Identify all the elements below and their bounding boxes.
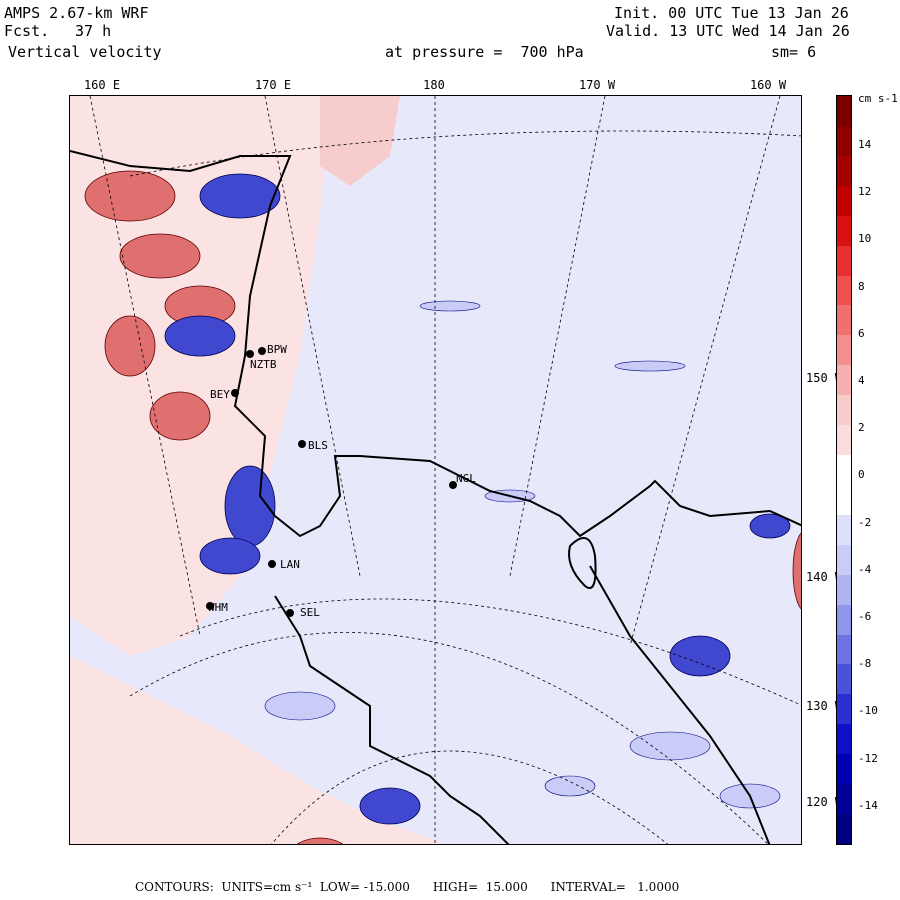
colorbar-segment (837, 754, 851, 785)
station-sel: SEL (300, 606, 320, 619)
contour-info: CONTOURS: UNITS=cm s⁻¹ LOW= -15.000 HIGH… (135, 880, 680, 894)
colorbar-segment (837, 245, 851, 276)
colorbar-segment (837, 784, 851, 815)
colorbar-segment (837, 215, 851, 247)
colorbar-segment (837, 185, 851, 217)
mountain-updraft-cells (84, 170, 801, 844)
colorbar-tick-label: -4 (858, 562, 872, 576)
graticule (89, 96, 801, 844)
colorbar-segment (837, 365, 851, 396)
station-labels: BPW NZTB BEY BLS NGL LAN WHM SEL (208, 343, 476, 619)
pink-region-south (70, 656, 445, 844)
station-lan: LAN (280, 558, 300, 571)
field-name: Vertical velocity (8, 43, 162, 61)
mountain-downdraft-cells (164, 173, 791, 825)
colorbar-segment (837, 395, 851, 426)
pink-region-top (320, 96, 400, 186)
colorbar-segment (837, 305, 851, 336)
station-ngl: NGL (456, 472, 476, 485)
colorbar-segment (837, 455, 851, 486)
colorbar-segment (837, 574, 851, 606)
colorbar (836, 95, 852, 845)
colorbar-segment (837, 634, 851, 665)
station-bey: BEY (210, 388, 230, 401)
pressure-level: at pressure = 700 hPa (385, 43, 584, 61)
colorbar-unit: cm s-1 (858, 92, 898, 105)
colorbar-segment (837, 604, 851, 636)
colorbar-segment (837, 425, 851, 456)
colorbar-tick-label: -8 (858, 657, 872, 671)
weak-downdraft-patches (264, 300, 781, 809)
colorbar-segment (837, 155, 851, 187)
colorbar-segment (837, 484, 851, 516)
colorbar-tick-label: -2 (858, 515, 872, 529)
roosevelt-island (568, 537, 597, 589)
ross-ice-front (274, 595, 510, 844)
pink-region-west (70, 96, 330, 656)
colorbar-segment (837, 814, 851, 845)
colorbar-tick-label: 2 (858, 421, 865, 435)
colorbar-segment (837, 544, 851, 576)
station-bls: BLS (308, 439, 328, 452)
station-whm: WHM (208, 601, 228, 614)
colorbar-tick-label: 14 (858, 138, 872, 151)
stations (206, 347, 457, 617)
smoothing: sm= 6 (771, 43, 817, 61)
station-nztb: NZTB (250, 358, 277, 371)
lon-label-170e: 170 E (254, 78, 292, 92)
colorbar-tick-label: -6 (858, 610, 872, 623)
colorbar-segment (837, 335, 851, 366)
colorbar-segment (837, 694, 851, 725)
valid-time: Valid. 13 UTC Wed 14 Jan 26 (606, 22, 850, 40)
colorbar-segment (837, 275, 851, 306)
init-time: Init. 00 UTC Tue 13 Jan 26 (614, 4, 849, 22)
colorbar-segment (837, 664, 851, 695)
lon-label-180: 180 (423, 78, 445, 92)
colorbar-segment (837, 96, 851, 127)
lon-label-170w: 170 W (578, 78, 616, 92)
lon-label-160w: 160 W (749, 78, 787, 92)
model-title: AMPS 2.67-km WRF (4, 4, 149, 22)
colorbar-tick-label: 10 (858, 232, 872, 246)
colorbar-segment (837, 724, 851, 755)
colorbar-segment (837, 514, 851, 546)
map-canvas: BPW NZTB BEY BLS NGL LAN WHM SEL (70, 96, 801, 844)
colorbar-segment (837, 125, 851, 157)
colorbar-tick-label: 6 (858, 326, 865, 340)
map-panel: BPW NZTB BEY BLS NGL LAN WHM SEL (69, 95, 802, 845)
colorbar-tick-label: 12 (858, 185, 872, 199)
colorbar-tick-label: -14 (858, 798, 878, 812)
forecast-label: Fcst. (4, 22, 50, 40)
coastline (70, 150, 801, 538)
station-bpw: BPW (267, 343, 287, 356)
colorbar-tick-label: 0 (858, 468, 865, 482)
colorbar-tick-label: -10 (858, 704, 878, 718)
colorbar-tick-label: 8 (858, 279, 865, 293)
colorbar-tick-label: -12 (858, 751, 878, 765)
colorbar-tick-label: 4 (858, 374, 865, 387)
lon-label-160e: 160 E (83, 78, 121, 92)
forecast-hours: 37 h (75, 22, 112, 40)
siple-coast (589, 565, 771, 844)
